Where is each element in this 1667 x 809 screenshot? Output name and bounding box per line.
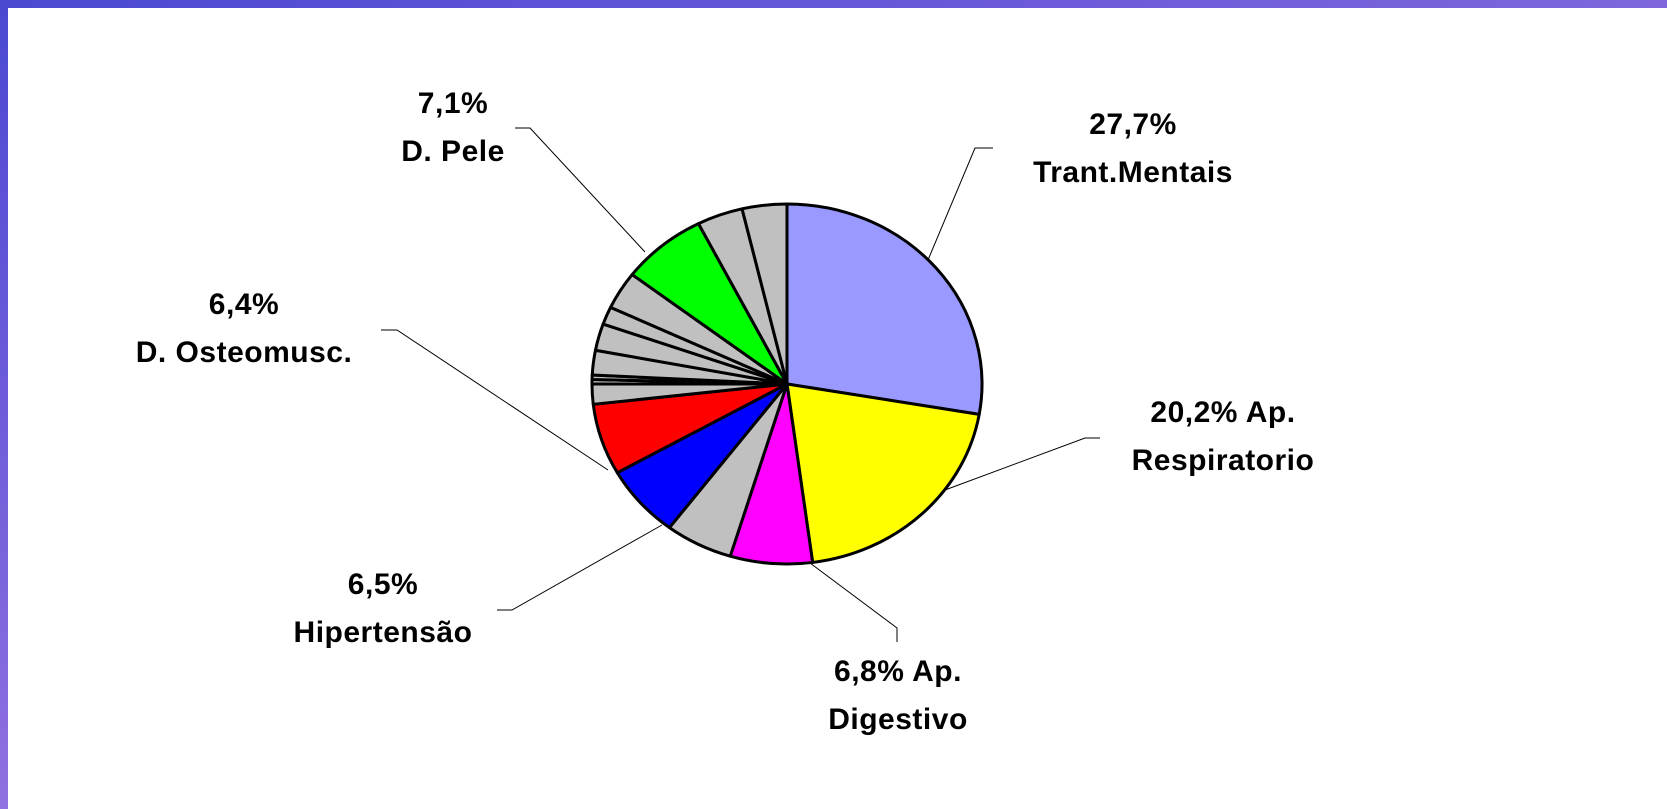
- pie-slice: [785, 382, 981, 564]
- pie-slice: [785, 202, 984, 416]
- leader-line: [927, 147, 993, 261]
- chart: [381, 127, 1100, 642]
- leader-line: [944, 437, 1100, 491]
- category-label: Ap. Digestivo: [828, 655, 968, 736]
- category-label: D. Osteomusc.: [135, 336, 353, 369]
- slice-label: 6,5% Hipertensão: [258, 561, 508, 657]
- leader-line: [381, 329, 609, 471]
- value-label: 27,7%: [1089, 108, 1177, 141]
- leader-line: [515, 127, 646, 253]
- leader-line: [809, 562, 898, 642]
- slice-label: 20,2% Ap. Respiratorio: [1093, 389, 1353, 485]
- leader-line: [497, 524, 663, 611]
- value-label: 6,4%: [208, 288, 280, 321]
- chart-area: 27,7% Trant.Mentais 20,2% Ap. Respiratorio…: [8, 8, 1667, 809]
- category-label: Ap. Respiratorio: [1131, 396, 1315, 477]
- category-label: Trant.Mentais: [1033, 156, 1233, 189]
- slice-label: 27,7% Trant.Mentais: [988, 101, 1278, 197]
- category-label: Hipertensão: [293, 616, 473, 649]
- slice-label: 6,8% Ap. Digestivo: [803, 648, 993, 744]
- pie-slice: [740, 202, 789, 386]
- category-label: D. Pele: [401, 135, 505, 168]
- slice-label: 7,1% D. Pele: [353, 80, 553, 176]
- value-label: 6,8%: [834, 655, 905, 688]
- value-label: 20,2%: [1150, 396, 1238, 429]
- slice-label: 6,4% D. Osteomusc.: [94, 281, 394, 377]
- value-label: 7,1%: [417, 87, 489, 120]
- value-label: 6,5%: [347, 568, 419, 601]
